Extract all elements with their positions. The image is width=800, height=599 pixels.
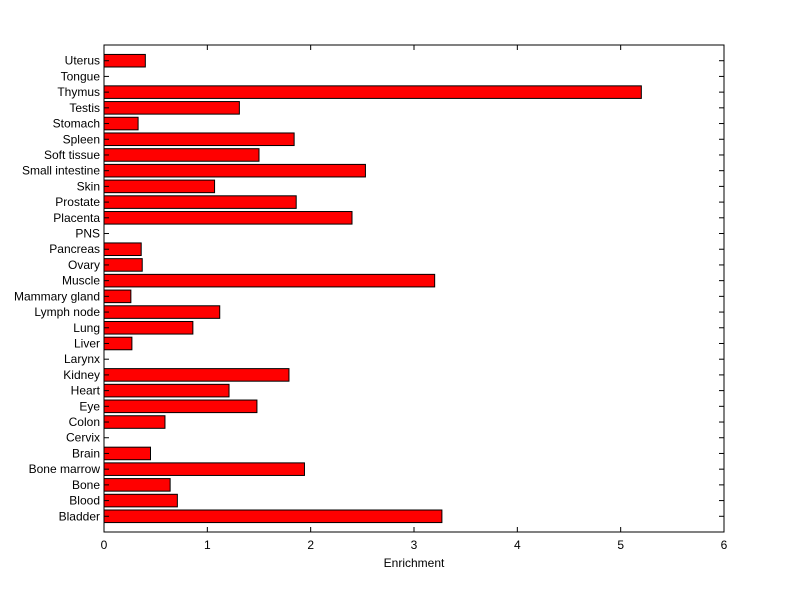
bar bbox=[103, 116, 139, 131]
bar bbox=[103, 258, 143, 272]
y-tick-label: Cervix bbox=[66, 431, 100, 445]
y-tick-label: Uterus bbox=[65, 54, 100, 68]
y-tick-label: Eye bbox=[79, 399, 100, 413]
ticks-layer bbox=[103, 45, 725, 532]
y-tick-label: PNS bbox=[75, 227, 100, 241]
bar bbox=[103, 179, 216, 194]
y-tick-label: Stomach bbox=[53, 117, 100, 131]
bar bbox=[103, 368, 290, 382]
y-tick-label: Placenta bbox=[53, 211, 100, 225]
bar bbox=[103, 399, 258, 414]
bar bbox=[103, 195, 297, 209]
x-tick-label: 4 bbox=[514, 538, 521, 552]
y-tick-label: Bone bbox=[72, 478, 100, 492]
y-tick-label: Lung bbox=[73, 321, 100, 335]
y-tick-label: Liver bbox=[74, 336, 100, 350]
y-tick-label: Colon bbox=[69, 415, 100, 429]
bar bbox=[103, 462, 305, 476]
x-tick-label: 2 bbox=[307, 538, 314, 552]
bar bbox=[103, 211, 353, 225]
x-tick-label: 0 bbox=[101, 538, 108, 552]
y-tick-label: Thymus bbox=[57, 85, 100, 99]
bar bbox=[103, 383, 230, 398]
bar bbox=[103, 320, 194, 335]
y-tick-label: Bone marrow bbox=[29, 462, 101, 476]
bar bbox=[103, 493, 178, 508]
bar bbox=[103, 305, 221, 319]
bars-layer bbox=[103, 53, 642, 524]
y-tick-label: Kidney bbox=[63, 368, 100, 382]
bar bbox=[103, 478, 171, 492]
y-tick-label: Mammary gland bbox=[14, 289, 100, 303]
y-tick-label: Heart bbox=[71, 384, 101, 398]
bar bbox=[103, 148, 260, 162]
y-tick-label: Tongue bbox=[61, 69, 101, 83]
bar bbox=[103, 415, 166, 429]
bar bbox=[103, 446, 151, 461]
x-tick-label: 5 bbox=[617, 538, 624, 552]
y-tick-label: Brain bbox=[72, 446, 100, 460]
y-tick-label: Small intestine bbox=[22, 164, 100, 178]
y-tick-label: Testis bbox=[69, 101, 100, 115]
bar bbox=[103, 53, 146, 68]
y-tick-label: Lymph node bbox=[34, 305, 100, 319]
y-tick-label: Muscle bbox=[62, 274, 100, 288]
y-tick-label: Pancreas bbox=[49, 242, 100, 256]
x-tick-label: 3 bbox=[411, 538, 418, 552]
y-tick-label: Soft tissue bbox=[44, 148, 100, 162]
bar bbox=[103, 509, 443, 524]
bar bbox=[103, 273, 436, 288]
x-tick-label: 1 bbox=[204, 538, 211, 552]
y-tick-label: Skin bbox=[77, 179, 100, 193]
bar bbox=[103, 163, 366, 178]
y-tick-label: Larynx bbox=[64, 352, 100, 366]
bar bbox=[103, 85, 642, 99]
y-tick-label: Bladder bbox=[59, 509, 100, 523]
plot-frame bbox=[103, 44, 725, 533]
x-tick-label: 6 bbox=[721, 538, 728, 552]
y-tick-label: Prostate bbox=[55, 195, 100, 209]
bar bbox=[103, 132, 295, 147]
bar bbox=[103, 101, 240, 115]
y-tick-label: Blood bbox=[69, 494, 100, 508]
x-axis-title: Enrichment bbox=[384, 556, 445, 570]
y-tick-label: Spleen bbox=[63, 132, 100, 146]
y-tick-label: Ovary bbox=[68, 258, 100, 272]
bar bbox=[103, 242, 142, 257]
